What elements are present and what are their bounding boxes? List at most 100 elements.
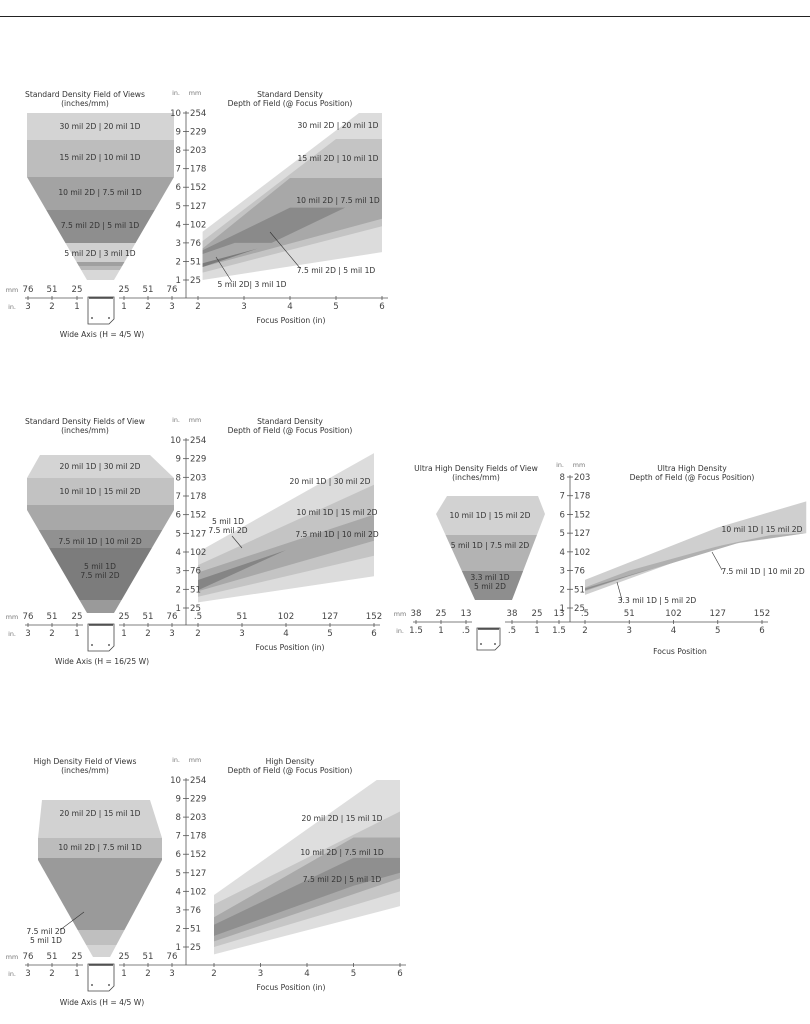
wide-axis-in-label: 3 xyxy=(25,969,30,979)
fov-band-label: 20 mil 2D | 15 mil 1D xyxy=(60,809,141,818)
y-tick-label-in: 7 xyxy=(176,832,181,842)
dof-region xyxy=(585,568,652,591)
y-tick-label-in: 1 xyxy=(176,604,181,614)
focus-tick-label: 6 xyxy=(379,302,384,312)
fov-band xyxy=(27,270,174,280)
scanner-window-icon xyxy=(87,963,115,992)
y-tick-label-mm: 152 xyxy=(190,850,206,860)
wide-axis-in-unit: in. xyxy=(396,627,404,635)
y-tick-label-mm: 178 xyxy=(190,832,206,842)
y-tick-label-in: 7 xyxy=(176,492,181,502)
leader-line xyxy=(231,535,243,549)
y-tick-label-in: 1 xyxy=(176,276,181,286)
y-tick-label-mm: 127 xyxy=(574,529,590,539)
y-tick-label-in: 9 xyxy=(176,795,181,805)
wide-axis-in-label: 1 xyxy=(74,629,79,639)
y-tick-label-mm: 25 xyxy=(190,276,201,286)
wide-axis-caption: Wide Axis (H = 4/5 W) xyxy=(60,998,145,1007)
fov-band-label: 20 mil 1D | 30 mil 2D xyxy=(60,462,141,471)
y-tick-label-mm: 127 xyxy=(190,869,206,879)
fov-title: Ultra High Density Fields of View xyxy=(414,464,538,473)
leader-line xyxy=(616,581,623,601)
fov-band xyxy=(27,140,174,177)
wide-axis-mm-label: 13 xyxy=(554,609,565,619)
wide-axis-mm-label: 76 xyxy=(23,952,34,962)
wide-axis-in-label: 1.5 xyxy=(552,626,566,636)
fov-band-label: 5 mil 1D xyxy=(30,936,62,945)
dof-title: High Density xyxy=(266,757,315,766)
focus-tick-label: 3 xyxy=(239,629,244,639)
fov-band xyxy=(38,838,162,858)
y-tick-label-in: 3 xyxy=(176,567,181,577)
y-tick-label-mm: 102 xyxy=(190,220,206,230)
depth-of-field-shape xyxy=(214,780,400,955)
dof-band-label: 30 mil 2D | 20 mil 1D xyxy=(298,121,379,130)
y-tick-label-in: 9 xyxy=(176,455,181,465)
fov-band xyxy=(27,113,174,140)
y-tick-label-in: 2 xyxy=(560,585,565,595)
dof-subtitle: Depth of Field (@ Focus Position) xyxy=(228,766,353,775)
fov-band xyxy=(38,858,162,930)
fov-title: Standard Density Field of Views xyxy=(25,90,145,99)
fov-band xyxy=(27,266,174,270)
dof-band-label: 10 mil 2D | 7.5 mil 1D xyxy=(296,196,380,205)
fov-band-label: 5 mil 2D xyxy=(474,582,506,591)
wide-axis-in-label: 2 xyxy=(145,629,150,639)
y-tick-label-in: 2 xyxy=(176,257,181,267)
panel-ultra-high-density: Ultra High Density Fields of View(inches… xyxy=(394,461,807,656)
wide-axis-in-label: 2 xyxy=(145,302,150,312)
y-tick-label-mm: 254 xyxy=(190,436,206,446)
wide-axis-mm-label: 13 xyxy=(461,609,472,619)
focus-position-label: Focus Position (in) xyxy=(257,983,326,992)
fov-band-label: 5 mil 1D xyxy=(84,562,116,571)
y-tick-label-mm: 25 xyxy=(190,943,201,953)
focus-tick-mm-label: 51 xyxy=(237,612,248,622)
y-tick-label-mm: 152 xyxy=(574,510,590,520)
focus-tick-label: 3 xyxy=(258,969,263,979)
dof-band-label: 5 mil 2D| 3 mil 1D xyxy=(218,280,287,289)
dof-region xyxy=(202,207,346,255)
fov-band-label: 7.5 mil 1D | 10 mil 2D xyxy=(58,537,142,546)
wide-axis-mm-unit: mm xyxy=(6,286,18,294)
dof-band-label: 7.5 mil 2D | 5 mil 1D xyxy=(303,875,382,884)
fov-subtitle: (inches/mm) xyxy=(452,473,500,482)
focus-tick-mm-label: .5 xyxy=(194,612,202,622)
y-tick-label-mm: 254 xyxy=(190,776,206,786)
wide-axis-mm-label: 25 xyxy=(72,612,83,622)
focus-tick-label: 5 xyxy=(333,302,338,312)
dof-band-label: 10 mil 2D | 7.5 mil 1D xyxy=(300,848,384,857)
fov-band-label: 10 mil 1D | 15 mil 2D xyxy=(450,511,531,520)
y-tick-label-in: 3 xyxy=(176,239,181,249)
wide-axis-in-label: .5 xyxy=(508,626,516,636)
y-tick-label-mm: 102 xyxy=(574,548,590,558)
dof-region xyxy=(198,550,286,591)
focus-tick-mm-label: 102 xyxy=(278,612,294,622)
dof-region xyxy=(585,501,807,595)
dof-region xyxy=(214,857,400,936)
wide-axis-in-label: 1 xyxy=(74,969,79,979)
scanner-window-icon xyxy=(87,296,115,325)
fov-band xyxy=(27,455,174,478)
dof-band-label: 7.5 mil 2D | 5 mil 1D xyxy=(297,266,376,275)
y-tick-label-in: 10 xyxy=(170,436,181,446)
wide-axis-mm-label: 51 xyxy=(47,952,58,962)
y-tick-label-in: 9 xyxy=(176,128,181,138)
depth-of-field-shape xyxy=(202,113,382,280)
y-tick-label-in: 6 xyxy=(176,850,181,860)
wide-axis-mm-label: 51 xyxy=(143,285,154,295)
y-tick-label-mm: 152 xyxy=(190,511,206,521)
fov-band xyxy=(27,530,174,548)
leader-line xyxy=(711,551,723,571)
y-tick-label-mm: 102 xyxy=(190,548,206,558)
unit-mm-label: mm xyxy=(189,756,201,764)
depth-of-field-shape xyxy=(198,453,374,603)
y-tick-label-mm: 76 xyxy=(574,567,585,577)
wide-axis-mm-label: 38 xyxy=(411,609,422,619)
unit-in-label: in. xyxy=(172,89,180,97)
y-tick-label-in: 5 xyxy=(176,869,181,879)
focus-tick-mm-label: 127 xyxy=(322,612,338,622)
dof-title: Ultra High Density xyxy=(657,464,727,473)
focus-tick-mm-label: 102 xyxy=(665,609,681,619)
wide-axis-in-unit: in. xyxy=(8,630,16,638)
wide-axis-in-label: 1 xyxy=(121,969,126,979)
